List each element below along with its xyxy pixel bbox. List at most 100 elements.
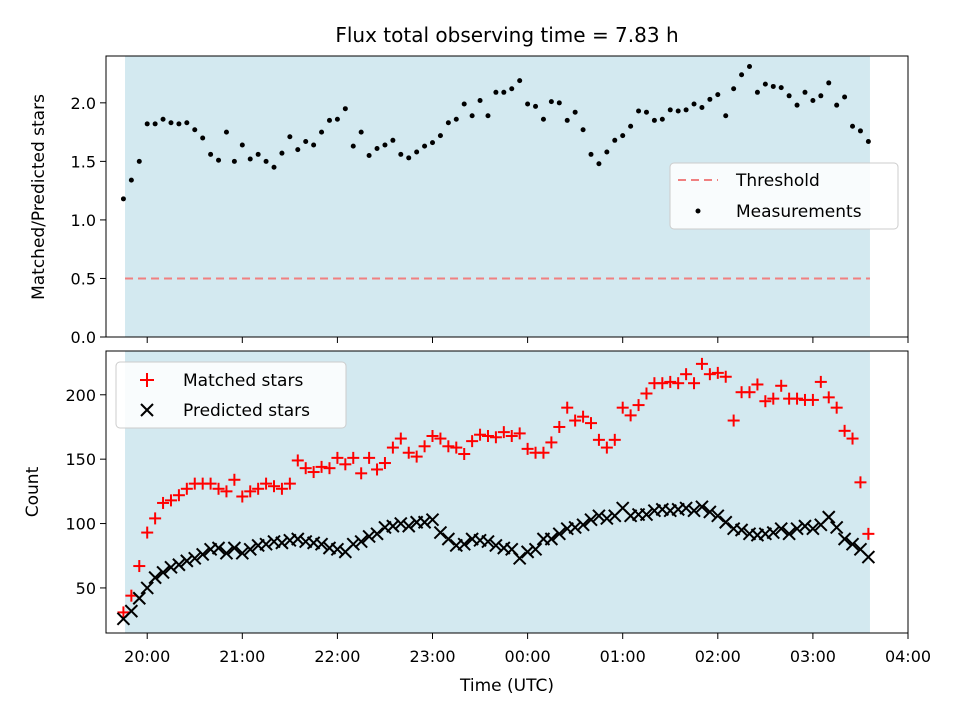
predicted-star-point <box>291 532 305 546</box>
bottom-panel: 50 100 150 200 20:00 21:00 22:00 23:00 00:00 01:… <box>23 350 931 696</box>
measurement-point <box>540 116 546 122</box>
x-tick-label: 01:00 <box>600 647 646 666</box>
matched-star-point <box>252 482 265 495</box>
matched-star-point <box>133 560 146 573</box>
predicted-star-point <box>576 518 590 532</box>
predicted-star-point <box>822 510 836 524</box>
bottom-y-axis-label: Count <box>23 466 43 517</box>
predicted-star-point <box>124 604 139 618</box>
matched-star-point <box>767 392 780 405</box>
measurement-point <box>239 142 245 148</box>
predicted-star-point <box>687 503 701 518</box>
measurement-point <box>778 85 784 91</box>
measurement-point <box>754 89 760 95</box>
measurement-point <box>834 102 840 108</box>
measurement-point <box>620 133 626 139</box>
measurement-point <box>857 128 863 134</box>
measurement-point <box>176 121 182 127</box>
matched-star-point <box>632 399 645 412</box>
matched-star-point <box>616 401 629 414</box>
predicted-star-point <box>362 529 376 544</box>
predicted-star-point <box>639 507 654 522</box>
top-legend: Threshold Measurements <box>669 162 899 230</box>
measurement-point <box>334 116 340 122</box>
measurement-point <box>556 100 562 106</box>
predicted-star-point <box>798 519 812 533</box>
measurement-point <box>208 151 214 157</box>
legend-predicted-label: Predicted stars <box>183 401 310 421</box>
matched-star-point <box>394 432 407 445</box>
measurement-point <box>810 97 816 103</box>
matched-star-point <box>846 432 859 445</box>
top-legend-box <box>669 162 899 230</box>
predicted-star-point <box>719 515 733 529</box>
measurement-point <box>525 101 531 107</box>
predicted-star-point <box>330 542 345 557</box>
measurement-point <box>255 151 261 157</box>
matched-star-point <box>727 414 740 427</box>
top-y-tick-label: 0.5 <box>71 269 96 288</box>
predicted-star-point <box>790 521 804 536</box>
bottom-y-tick-label: 150 <box>65 450 96 469</box>
measurement-point <box>747 64 753 70</box>
x-tick-label: 23:00 <box>409 647 455 666</box>
measurement-point <box>358 129 364 135</box>
bottom-y-tick-label: 200 <box>65 386 96 405</box>
measurement-point <box>152 121 158 127</box>
matched-star-point <box>711 366 724 379</box>
legend-matched-label: Matched stars <box>183 371 303 391</box>
matched-star-point <box>791 392 804 405</box>
matched-star-point <box>244 485 257 498</box>
measurement-point <box>287 134 293 140</box>
matched-star-point <box>608 433 621 446</box>
legend-measurements-swatch <box>695 208 701 214</box>
predicted-star-point <box>845 537 860 551</box>
predicted-star-point <box>457 537 471 551</box>
predicted-star-point <box>172 558 186 572</box>
matched-star-point <box>347 451 360 464</box>
matched-star-point <box>378 457 391 470</box>
measurement-point <box>612 137 618 143</box>
x-tick-label: 21:00 <box>219 647 265 666</box>
measurement-point <box>564 117 570 123</box>
predicted-star-point <box>600 511 614 526</box>
top-panel: 0.00.51.01.52.0 Matched/Predicted stars … <box>29 55 909 347</box>
predicted-star-point <box>766 525 780 540</box>
measurement-point <box>461 101 467 107</box>
predicted-star-point <box>441 532 456 546</box>
measurement-point <box>263 158 269 164</box>
measurement-point <box>366 153 372 159</box>
predicted-star-point <box>156 565 170 580</box>
matched-star-point <box>672 377 685 390</box>
top-axes-frame <box>105 55 909 338</box>
matched-star-point <box>680 368 693 381</box>
matched-star-point <box>656 377 669 390</box>
predicted-star-point <box>861 550 876 564</box>
predicted-star-point <box>425 512 440 527</box>
chart-title: Flux total observing time = 7.83 h <box>335 23 678 47</box>
measurement-point <box>604 149 610 155</box>
x-tick-label: 02:00 <box>695 647 741 666</box>
matched-star-point <box>600 441 613 454</box>
matched-star-point <box>806 393 819 406</box>
matched-star-point <box>577 410 590 423</box>
predicted-star-point <box>528 542 543 557</box>
legend-threshold-label: Threshold <box>735 171 820 191</box>
predicted-star-point <box>195 547 210 562</box>
measurement-point <box>430 140 436 146</box>
measurement-point <box>168 120 174 126</box>
matched-star-point <box>236 490 249 503</box>
matched-star-point <box>355 467 368 480</box>
measurement-point <box>802 89 808 95</box>
measurement-point <box>390 137 396 143</box>
measurement-point <box>770 83 776 89</box>
matched-star-point <box>402 446 415 459</box>
predicted-star-point <box>512 551 527 566</box>
matched-star-point <box>418 440 431 453</box>
predicted-star-point <box>679 501 693 515</box>
x-axis-label: Time (UTC) <box>459 676 554 696</box>
predicted-star-point <box>829 520 844 535</box>
measurement-point <box>382 142 388 148</box>
measurement-point <box>683 107 689 113</box>
measurement-point <box>865 138 871 144</box>
